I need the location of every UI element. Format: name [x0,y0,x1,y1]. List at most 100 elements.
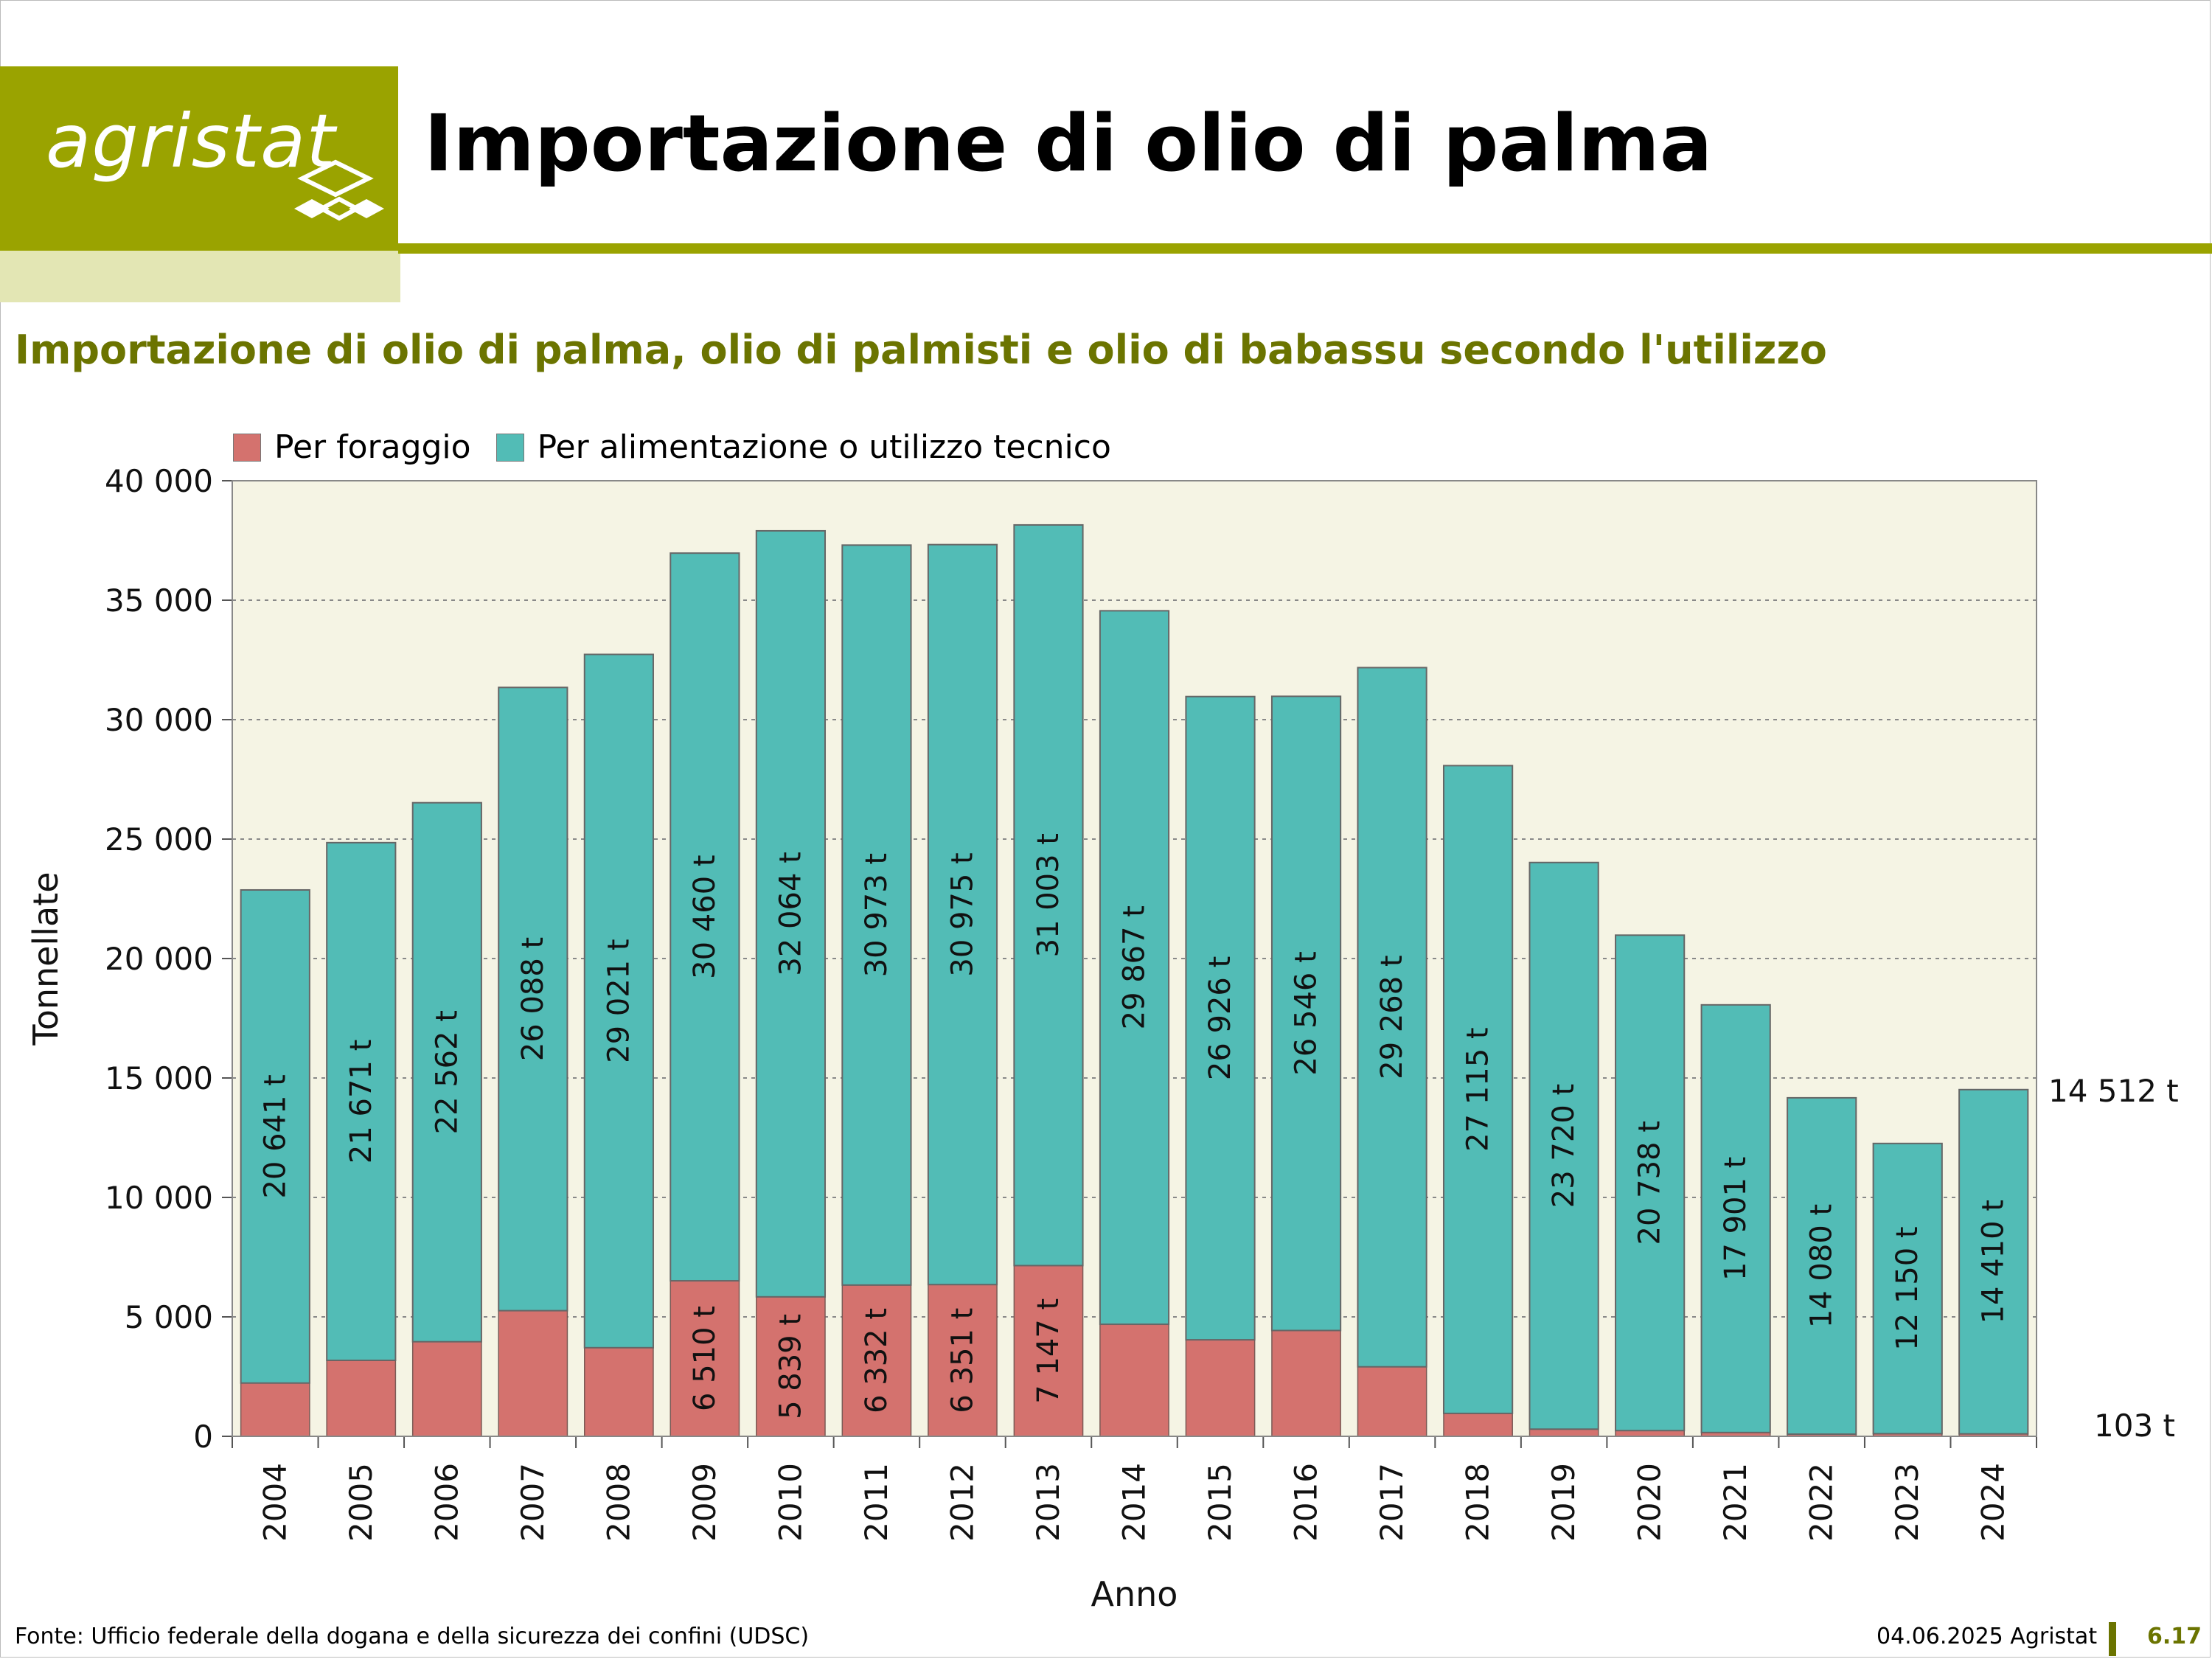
x-tick-label-2011: 2011 [858,1463,894,1542]
x-tick-label-2008: 2008 [600,1463,636,1542]
x-tick-label-2021: 2021 [1717,1463,1753,1542]
bar-alimentazione-2004 [240,888,310,1384]
annotation-foraggio-2024: 103 t [2094,1408,2175,1444]
y-tick-label: 25 000 [105,821,213,858]
bar-alimentazione-2023 [1872,1142,1943,1435]
bar-alimentazione-2005 [326,841,397,1361]
x-tick-label-2005: 2005 [343,1463,379,1542]
data-label-alimentazione-2007: 26 088 t [516,937,550,1061]
legend-label-foraggio: Per foraggio [274,428,471,466]
bar-foraggio-2008 [583,1347,654,1437]
data-label-alimentazione-2013: 31 003 t [1032,833,1065,957]
bar-alimentazione-2021 [1700,1004,1771,1433]
footer-divider [2109,1622,2116,1656]
bar-alimentazione-2006 [411,801,482,1343]
legend-swatch-alimentazione [495,434,524,462]
y-tick-label: 30 000 [105,702,213,738]
bar-alimentazione-2024 [1958,1088,2029,1435]
bar-foraggio-2004 [240,1382,310,1437]
bar-foraggio-2020 [1615,1430,1686,1437]
bar-alimentazione-2020 [1615,934,1686,1432]
legend-item-alimentazione: Per alimentazione o utilizzo tecnico [495,428,1111,466]
x-tick-label-2006: 2006 [428,1463,465,1542]
x-tick-label-2009: 2009 [686,1463,723,1542]
data-label-alimentazione-2011: 30 973 t [860,853,894,977]
data-label-alimentazione-2009: 30 460 t [688,855,722,978]
x-tick-label-2013: 2013 [1030,1463,1066,1542]
data-label-foraggio-2011: 6 332 t [860,1308,894,1413]
plot-border [232,480,2037,1437]
x-tick-label-2016: 2016 [1288,1463,1324,1542]
logo-accent [0,251,400,302]
data-label-alimentazione-2024: 14 410 t [1977,1200,2011,1324]
bar-alimentazione-2015 [1185,695,1256,1341]
header-rule [398,243,2212,254]
logo-block [0,66,398,251]
x-tick-label-2022: 2022 [1804,1463,1840,1542]
chart-title: Importazione di olio di palma, olio di p… [15,327,1827,373]
bar-foraggio-2013 [1013,1265,1084,1437]
bar-alimentazione-2016 [1270,695,1342,1332]
legend-item-foraggio: Per foraggio [233,431,471,464]
chart-legend: Per foraggio Per alimentazione o utilizz… [233,431,1136,464]
x-tick-label-2010: 2010 [772,1463,808,1542]
x-tick-label-2015: 2015 [1202,1463,1238,1542]
data-label-alimentazione-2021: 17 901 t [1719,1157,1753,1281]
data-label-alimentazione-2010: 32 064 t [773,852,807,975]
data-label-alimentazione-2020: 20 738 t [1633,1121,1667,1245]
y-tick-label: 40 000 [105,463,213,499]
bar-foraggio-2012 [928,1284,998,1437]
data-label-alimentazione-2005: 21 671 t [344,1040,378,1164]
bar-foraggio-2010 [756,1296,826,1437]
bar-foraggio-2007 [498,1310,568,1437]
data-label-alimentazione-2004: 20 641 t [258,1074,292,1198]
legend-swatch-foraggio [233,434,261,462]
bar-alimentazione-2017 [1357,667,1427,1368]
bar-foraggio-2006 [411,1340,482,1437]
logo-text: agristat [46,98,336,184]
bar-alimentazione-2013 [1013,524,1084,1267]
bar-alimentazione-2009 [669,552,740,1282]
bar-foraggio-2019 [1528,1428,1599,1437]
data-label-alimentazione-2023: 12 150 t [1891,1226,1924,1350]
page-title: Importazione di olio di palma [424,98,1713,189]
x-tick-label-2019: 2019 [1545,1463,1582,1542]
x-tick-label-2017: 2017 [1374,1463,1410,1542]
bar-alimentazione-2011 [841,544,912,1286]
annotation-total-2024: 14 512 t [2048,1073,2179,1109]
x-tick-label-2004: 2004 [257,1463,293,1542]
bar-foraggio-2016 [1271,1329,1341,1437]
x-tick-label-2023: 2023 [1889,1463,1925,1542]
data-label-foraggio-2013: 7 147 t [1032,1298,1065,1404]
bar-foraggio-2014 [1099,1324,1169,1437]
data-label-alimentazione-2016: 26 546 t [1290,951,1324,1075]
data-label-foraggio-2009: 6 510 t [688,1306,722,1411]
logo-mark-icon [294,159,384,221]
bar-foraggio-2015 [1185,1339,1256,1437]
data-label-alimentazione-2022: 14 080 t [1805,1204,1839,1328]
data-label-alimentazione-2008: 29 021 t [602,939,636,1062]
data-label-alimentazione-2006: 22 562 t [430,1010,464,1134]
y-tick-label: 5 000 [125,1299,213,1335]
x-tick-label-2012: 2012 [944,1463,980,1542]
bar-foraggio-2005 [326,1360,397,1437]
y-tick-label: 35 000 [105,582,213,619]
footer-page-number: 6.17 [2147,1624,2202,1649]
data-label-alimentazione-2019: 23 720 t [1547,1084,1581,1208]
data-label-alimentazione-2014: 29 867 t [1118,905,1152,1029]
bar-alimentazione-2022 [1787,1096,1857,1436]
bar-foraggio-2011 [841,1284,912,1437]
footer-date: 04.06.2025 Agristat [1877,1624,2098,1649]
y-tick-label: 0 [193,1419,213,1455]
data-label-alimentazione-2015: 26 926 t [1203,956,1237,1080]
bar-alimentazione-2014 [1099,610,1170,1326]
data-label-alimentazione-2012: 30 975 t [945,852,979,976]
x-tick-label-2024: 2024 [1975,1463,2011,1542]
y-tick-label: 15 000 [105,1060,213,1096]
bar-alimentazione-2010 [755,529,827,1298]
x-tick-label-2020: 2020 [1632,1463,1668,1542]
legend-label-alimentazione: Per alimentazione o utilizzo tecnico [537,428,1111,466]
y-tick-label: 10 000 [105,1180,213,1216]
bar-foraggio-2017 [1357,1366,1427,1437]
